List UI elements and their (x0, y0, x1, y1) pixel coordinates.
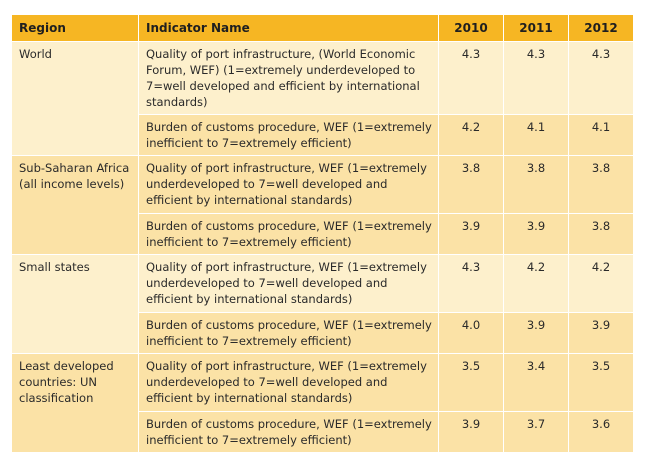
region-cell: World (11, 41, 139, 156)
value-2011: 4.1 (503, 114, 569, 156)
region-cell: Small states (11, 254, 139, 354)
table-row: World Quality of port infrastructure, (W… (11, 41, 634, 156)
header-indicator: Indicator Name (138, 14, 439, 42)
value-2010: 4.2 (438, 114, 504, 156)
value-2010: 4.0 (438, 312, 504, 354)
value-2011: 3.8 (503, 155, 569, 214)
region-cell: Least developed countries: UN classifica… (11, 353, 139, 453)
indicator-cell: Quality of port infrastructure, WEF (1=e… (138, 155, 439, 214)
table-row: Least developed countries: UN classifica… (11, 353, 634, 453)
value-2011: 3.9 (503, 312, 569, 354)
value-2012: 3.6 (568, 411, 634, 453)
value-2011: 3.9 (503, 213, 569, 255)
indicator-cell: Burden of customs procedure, WEF (1=extr… (138, 213, 439, 255)
table-row: Burden of customs procedure, WEF (1=extr… (12, 114, 634, 156)
value-2010: 3.9 (438, 411, 504, 453)
indicator-cell: Quality of port infrastructure, WEF (1=e… (138, 353, 439, 412)
table-header-row: Region Indicator Name 2010 2011 2012 (11, 14, 634, 42)
value-2012: 3.8 (568, 155, 634, 214)
header-2012: 2012 (568, 14, 634, 42)
value-2011: 3.4 (503, 353, 569, 412)
table-row: Burden of customs procedure, WEF (1=extr… (12, 411, 634, 453)
header-region: Region (11, 14, 139, 42)
value-2010: 4.3 (438, 254, 504, 313)
indicator-table: Region Indicator Name 2010 2011 2012 Wor… (11, 14, 634, 453)
indicator-cell: Burden of customs procedure, WEF (1=extr… (138, 411, 439, 453)
value-2012: 3.5 (568, 353, 634, 412)
indicator-cell: Quality of port infrastructure, WEF (1=e… (138, 254, 439, 313)
value-2010: 3.8 (438, 155, 504, 214)
table-row: Burden of customs procedure, WEF (1=extr… (12, 312, 634, 354)
table-row: Small states Quality of port infrastruct… (11, 254, 634, 354)
table-row: Burden of customs procedure, WEF (1=extr… (12, 213, 634, 255)
indicator-cell: Burden of customs procedure, WEF (1=extr… (138, 114, 439, 156)
table-row: Sub-Saharan Africa (all income levels) Q… (11, 155, 634, 255)
value-2012: 3.8 (568, 213, 634, 255)
indicator-cell: Quality of port infrastructure, (World E… (138, 41, 439, 115)
value-2010: 4.3 (438, 41, 504, 115)
value-2011: 4.3 (503, 41, 569, 115)
value-2012: 4.1 (568, 114, 634, 156)
value-2011: 4.2 (503, 254, 569, 313)
value-2010: 3.9 (438, 213, 504, 255)
value-2012: 4.2 (568, 254, 634, 313)
value-2010: 3.5 (438, 353, 504, 412)
indicator-cell: Burden of customs procedure, WEF (1=extr… (138, 312, 439, 354)
region-cell: Sub-Saharan Africa (all income levels) (11, 155, 139, 255)
header-2010: 2010 (438, 14, 504, 42)
value-2011: 3.7 (503, 411, 569, 453)
value-2012: 4.3 (568, 41, 634, 115)
header-2011: 2011 (503, 14, 569, 42)
value-2012: 3.9 (568, 312, 634, 354)
